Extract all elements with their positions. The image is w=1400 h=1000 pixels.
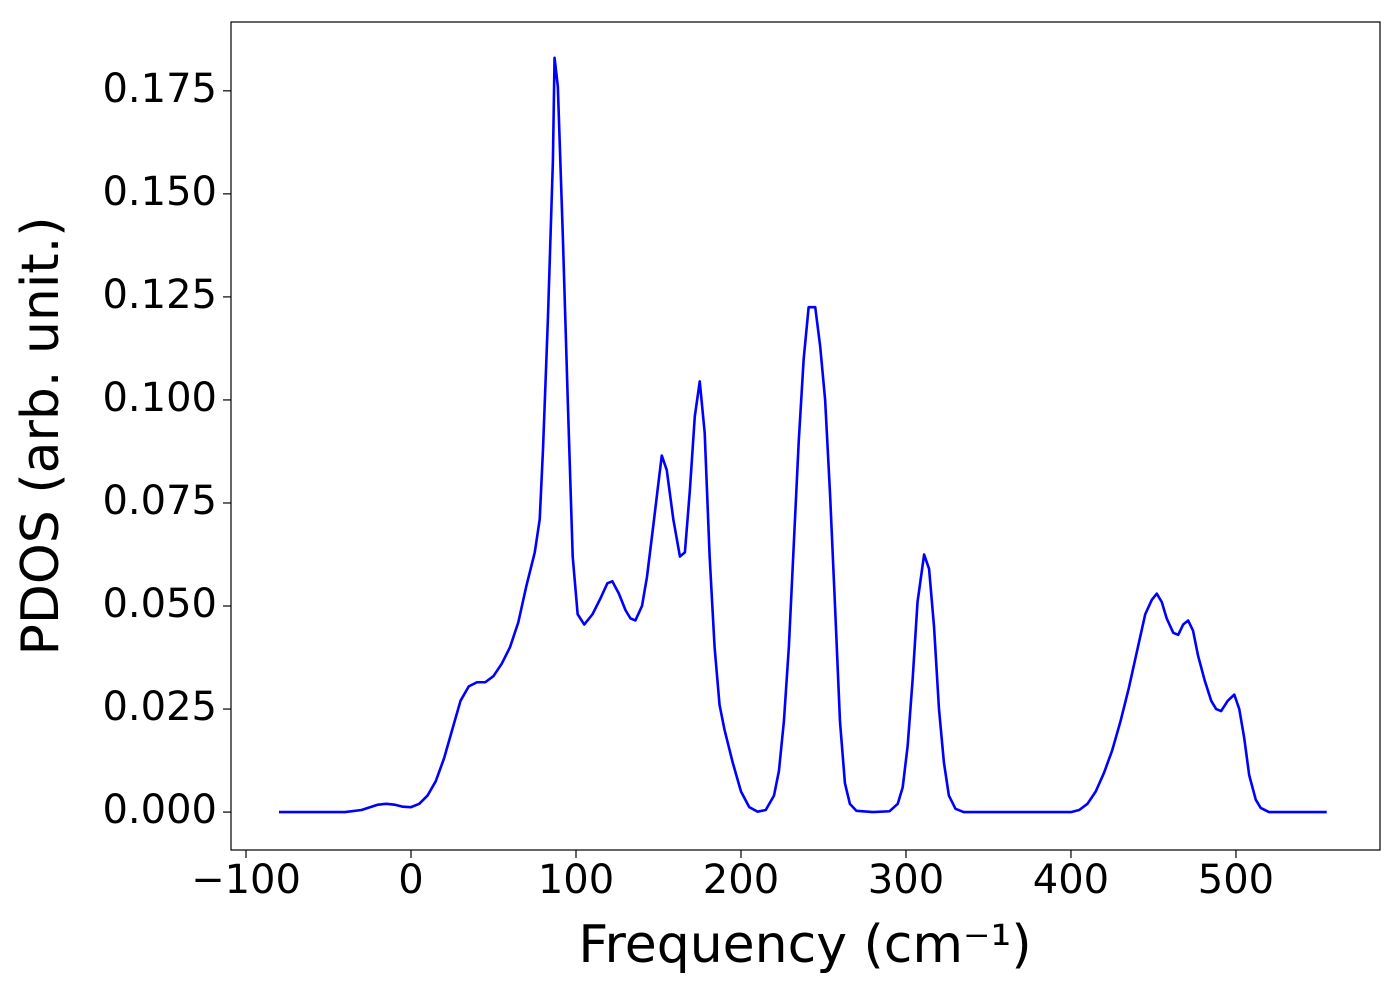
y-tick-label: 0.025 (102, 684, 217, 730)
x-tick-label: 0 (398, 857, 423, 903)
x-tick-label: 200 (703, 857, 779, 903)
y-tick-label: 0.075 (102, 478, 217, 524)
x-tick-label: 100 (538, 857, 614, 903)
y-tick-label: 0.175 (102, 66, 217, 112)
y-tick-label: 0.100 (102, 375, 217, 421)
y-axis-label: PDOS (arb. unit.) (11, 216, 71, 655)
x-axis-label: Frequency (cm⁻¹) (578, 915, 1031, 975)
y-tick-label: 0.150 (102, 169, 217, 215)
y-tick-label: 0.125 (102, 272, 217, 318)
y-tick-label: 0.050 (102, 581, 217, 627)
plot-frame (230, 21, 1381, 851)
x-tick-label: 500 (1198, 857, 1274, 903)
x-tick-label: −100 (191, 857, 301, 903)
data-line (279, 56, 1327, 814)
x-tick-label: 300 (868, 857, 944, 903)
x-tick-label: 400 (1033, 857, 1109, 903)
y-tick-label: 0.000 (102, 787, 217, 833)
